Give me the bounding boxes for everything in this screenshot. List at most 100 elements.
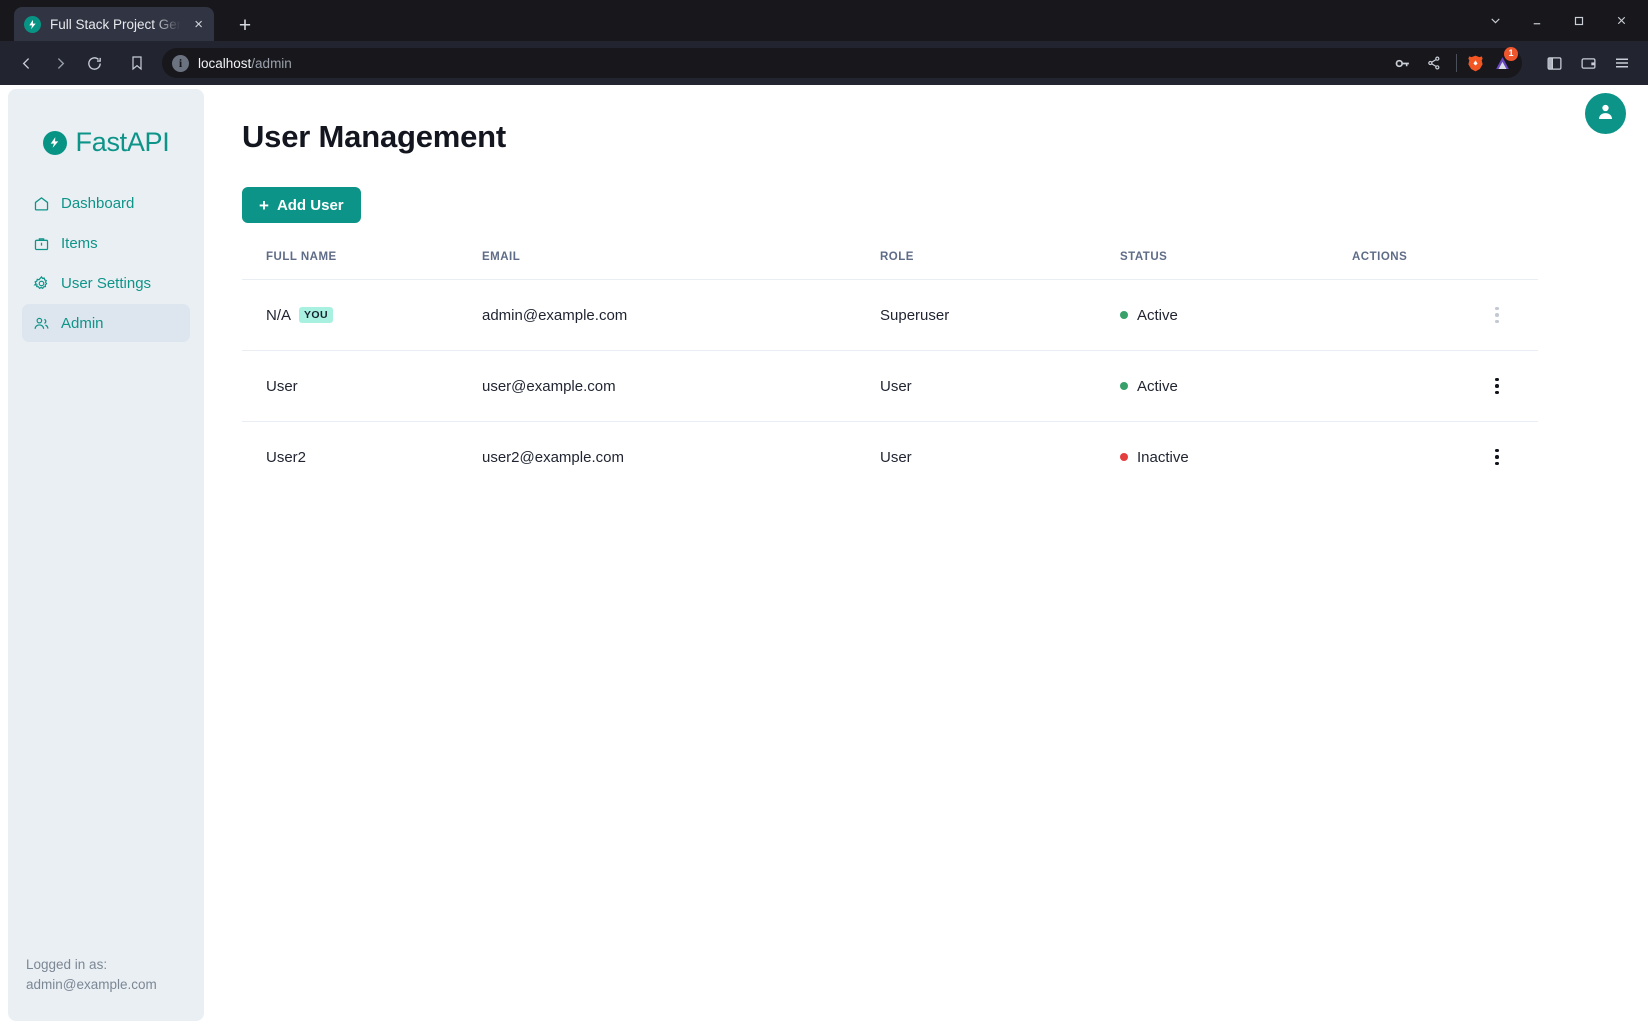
back-arrow-icon[interactable] xyxy=(10,47,42,79)
cell-role: User xyxy=(880,350,1120,422)
you-badge: YOU xyxy=(299,306,333,324)
tab-close-icon[interactable]: × xyxy=(194,15,203,33)
reload-icon[interactable] xyxy=(78,47,110,79)
add-user-button-label: Add User xyxy=(276,196,344,214)
cell-email: user2@example.com xyxy=(482,421,880,492)
toolbar-right-actions xyxy=(1538,47,1638,79)
kebab-menu-icon[interactable] xyxy=(1486,373,1508,399)
url-text: localhost/admin xyxy=(198,56,1378,71)
kebab-menu-icon[interactable] xyxy=(1486,444,1508,470)
minimize-icon[interactable] xyxy=(1518,5,1556,37)
add-user-button[interactable]: + Add User xyxy=(242,187,361,223)
status-dot xyxy=(1120,453,1128,461)
cell-status: Inactive xyxy=(1120,421,1352,492)
url-host: localhost xyxy=(198,55,252,71)
column-header-status: STATUS xyxy=(1120,251,1168,263)
users-table: FULL NAME EMAIL ROLE STATUS ACTIONS N/A … xyxy=(242,251,1538,492)
sidebar-item-user-settings[interactable]: User Settings xyxy=(22,264,190,302)
table-row: User user@example.com User Active xyxy=(242,350,1538,422)
home-icon xyxy=(32,194,50,212)
plus-icon: + xyxy=(259,195,269,215)
close-icon[interactable] xyxy=(1602,5,1640,37)
hamburger-menu-icon[interactable] xyxy=(1606,47,1638,79)
users-table-body: N/A YOU admin@example.com Superuser Acti… xyxy=(242,279,1538,492)
sidebar-nav: Dashboard Items User Settings xyxy=(8,184,204,342)
cell-full-name: User2 xyxy=(242,421,482,492)
kebab-menu-icon[interactable] xyxy=(1486,302,1508,328)
user-avatar-button[interactable] xyxy=(1585,93,1626,134)
new-tab-button[interactable]: + xyxy=(238,14,252,37)
cell-actions xyxy=(1352,279,1538,351)
bookmark-icon[interactable] xyxy=(120,47,154,79)
sidebar-item-label: Items xyxy=(61,234,98,252)
url-bar-actions: 1 xyxy=(1387,47,1518,76)
url-path: /admin xyxy=(251,55,292,71)
tab-search-chevron-down-icon[interactable] xyxy=(1476,5,1514,37)
wallet-icon[interactable] xyxy=(1572,47,1604,79)
fastapi-logo-icon xyxy=(42,130,67,155)
main-content: User Management + Add User FULL NAME EMA… xyxy=(204,85,1648,1025)
page-viewport: FastAPI Dashboard Items xyxy=(0,85,1648,1025)
url-bar[interactable]: i localhost/admin 1 xyxy=(162,47,1522,78)
status-dot xyxy=(1120,382,1128,390)
column-header-email: EMAIL xyxy=(482,251,521,263)
brave-lion-icon[interactable] xyxy=(1464,52,1486,74)
brand-logo[interactable]: FastAPI xyxy=(8,127,204,158)
cell-status: Active xyxy=(1120,350,1352,422)
status-label: Inactive xyxy=(1137,448,1189,466)
app-sidebar: FastAPI Dashboard Items xyxy=(8,89,204,1021)
sidebar-item-admin[interactable]: Admin xyxy=(22,304,190,342)
status-dot xyxy=(1120,311,1128,319)
sidebar-item-label: User Settings xyxy=(61,274,152,292)
browser-tab[interactable]: Full Stack Project Genera × xyxy=(14,7,214,41)
extension-badge-count: 1 xyxy=(1504,47,1518,61)
cell-email: admin@example.com xyxy=(482,279,880,351)
browser-toolbar: i localhost/admin 1 xyxy=(0,41,1648,85)
table-row: User2 user2@example.com User Inactive xyxy=(242,421,1538,492)
user-avatar-icon xyxy=(1595,101,1616,127)
cell-email: user@example.com xyxy=(482,350,880,422)
cell-status: Active xyxy=(1120,279,1352,351)
status-label: Active xyxy=(1137,306,1178,324)
column-header-role: ROLE xyxy=(880,251,914,263)
fastapi-favicon-icon xyxy=(24,15,41,33)
brand-name: FastAPI xyxy=(75,127,170,157)
briefcase-icon xyxy=(32,234,50,252)
user-full-name: User xyxy=(266,377,298,395)
browser-tab-title: Full Stack Project Genera xyxy=(50,16,183,32)
user-full-name: User2 xyxy=(266,448,307,466)
share-icon[interactable] xyxy=(1419,50,1449,76)
cell-actions xyxy=(1352,350,1538,422)
users-table-head: FULL NAME EMAIL ROLE STATUS ACTIONS xyxy=(242,251,1538,280)
table-row: N/A YOU admin@example.com Superuser Acti… xyxy=(242,279,1538,351)
status-label: Active xyxy=(1137,377,1178,395)
cell-full-name: User xyxy=(242,350,482,422)
sidebar-footer: Logged in as: admin@example.com xyxy=(8,955,204,1021)
sidebar-item-items[interactable]: Items xyxy=(22,224,190,262)
toolbar-divider xyxy=(1456,54,1457,72)
logged-in-email: admin@example.com xyxy=(26,977,157,992)
site-info-icon[interactable]: i xyxy=(172,54,189,72)
window-controls xyxy=(1476,0,1640,41)
user-full-name: N/A xyxy=(266,306,292,324)
cell-full-name: N/A YOU xyxy=(242,279,482,351)
cell-role: User xyxy=(880,421,1120,492)
sidebar-panel-icon[interactable] xyxy=(1538,47,1570,79)
maximize-icon[interactable] xyxy=(1560,5,1598,37)
column-header-actions: ACTIONS xyxy=(1352,251,1408,263)
table-header-row: FULL NAME EMAIL ROLE STATUS ACTIONS xyxy=(242,251,1538,280)
column-header-full-name: FULL NAME xyxy=(266,251,337,263)
forward-arrow-icon[interactable] xyxy=(44,47,76,79)
gear-icon xyxy=(32,274,50,292)
cell-actions xyxy=(1352,421,1538,492)
key-icon[interactable] xyxy=(1387,50,1417,76)
page-title: User Management xyxy=(242,119,507,154)
sidebar-item-label: Dashboard xyxy=(61,194,135,212)
cell-role: Superuser xyxy=(880,279,1120,351)
sidebar-item-label: Admin xyxy=(61,314,104,332)
users-icon xyxy=(32,314,50,332)
logged-in-as-label: Logged in as: xyxy=(26,957,108,972)
extension-icon[interactable]: 1 xyxy=(1488,47,1518,76)
sidebar-item-dashboard[interactable]: Dashboard xyxy=(22,184,190,222)
